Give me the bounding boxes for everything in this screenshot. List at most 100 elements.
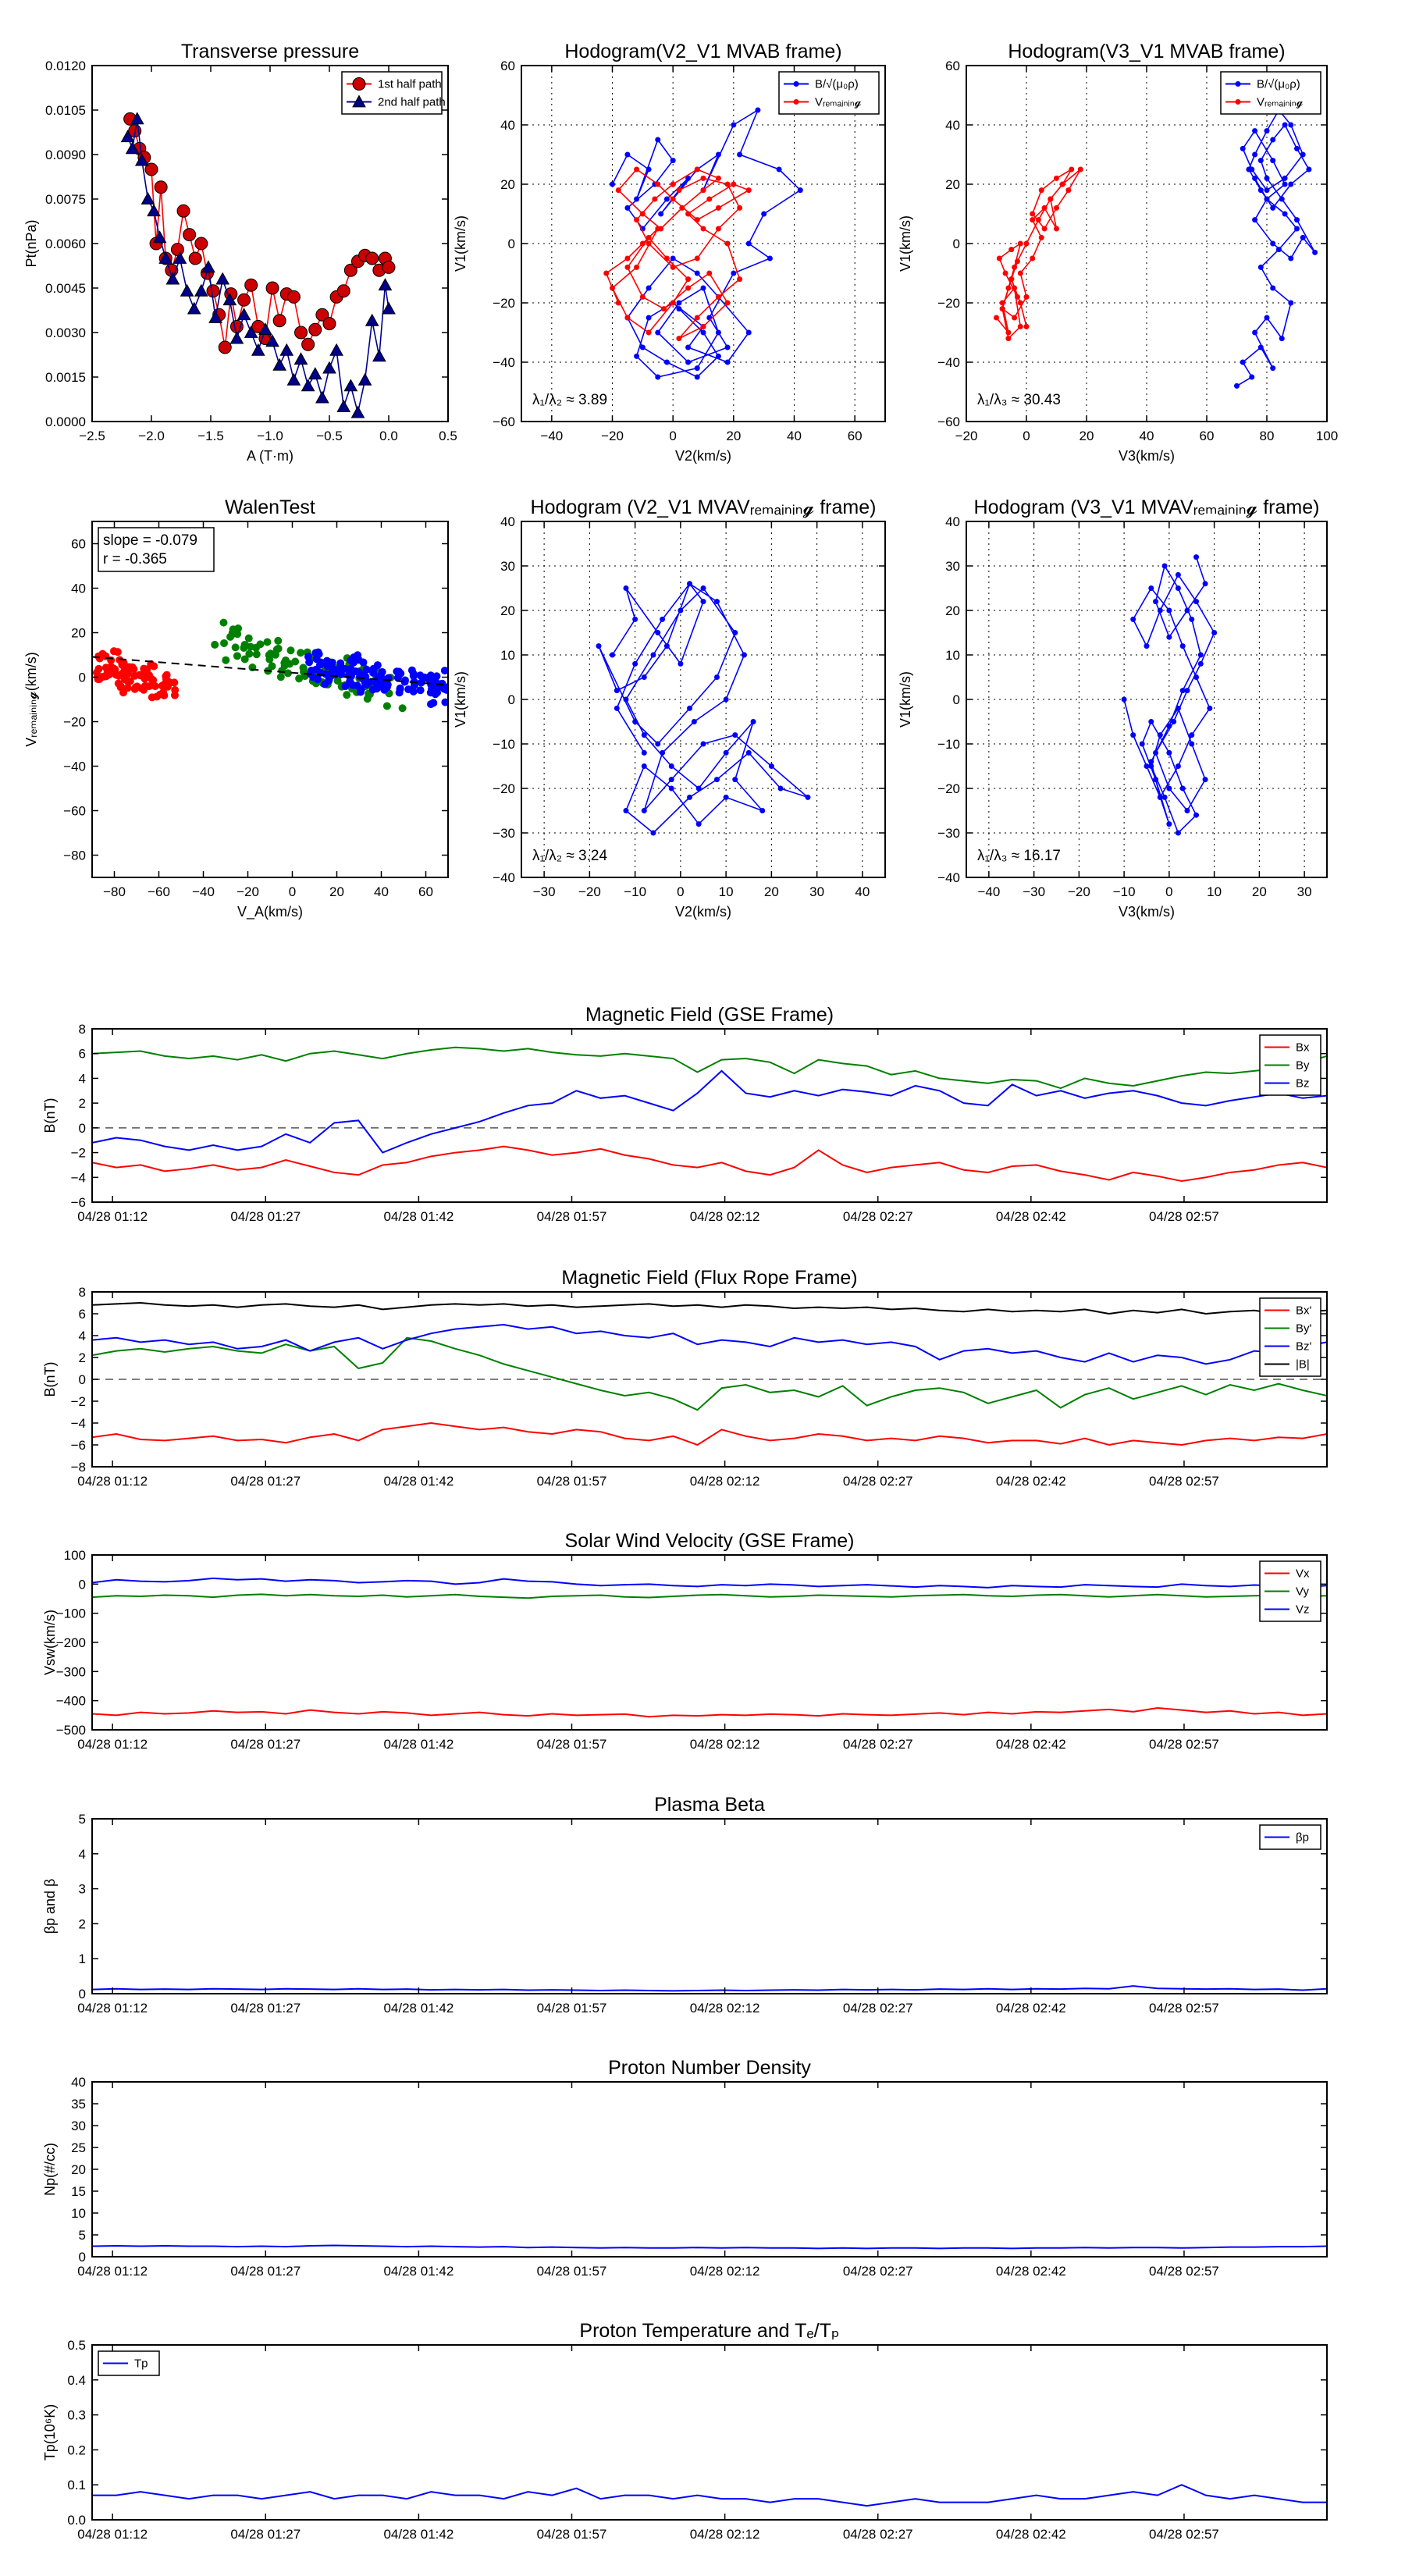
chart-magnetic-field-gse: Magnetic Field (GSE Frame) −6 −4 −2 0 2 4 6 8 04/… — [42, 1004, 1328, 1224]
series-line-1st-half-path — [129, 119, 389, 348]
x-tick-label: 40 — [1140, 429, 1154, 443]
data-marker — [154, 180, 168, 194]
data-marker — [615, 187, 621, 194]
data-marker — [1161, 563, 1168, 569]
data-marker — [272, 314, 286, 328]
legend-marker — [793, 81, 799, 87]
data-marker — [655, 181, 661, 187]
data-marker — [147, 204, 161, 217]
data-marker — [1202, 777, 1208, 783]
data-marker — [1279, 336, 1285, 342]
axes-frame — [91, 1818, 1328, 1994]
x-tick-label: 04/28 01:12 — [77, 1209, 148, 1224]
y-tick-label: 5 — [79, 2228, 86, 2243]
chart-title: Magnetic Field (Flux Rope Frame) — [561, 1267, 857, 1289]
x-tick-label: 0 — [677, 884, 684, 899]
series-line-v- — [605, 168, 751, 340]
data-marker — [1023, 240, 1030, 247]
data-marker — [641, 674, 647, 680]
data-marker — [130, 112, 144, 125]
data-marker — [1030, 217, 1036, 223]
y-tick-label: 0.0000 — [45, 415, 86, 429]
x-tick-label: 04/28 02:12 — [690, 1474, 760, 1489]
y-axis-label: V1(km/s) — [453, 215, 468, 272]
x-tick-label: 20 — [726, 429, 741, 443]
scatter-point — [211, 640, 219, 649]
data-marker — [685, 344, 692, 350]
series-line-bz — [92, 1069, 1327, 1154]
data-marker — [265, 281, 279, 295]
data-marker — [1257, 264, 1264, 270]
x-tick-label: 20 — [1080, 429, 1094, 443]
x-axis-label: V2(km/s) — [675, 448, 731, 464]
data-marker — [208, 310, 222, 323]
y-tick-label: 2 — [79, 1350, 86, 1365]
fit-line — [92, 656, 448, 686]
plot-area — [92, 2244, 1327, 2250]
data-marker — [1279, 196, 1285, 202]
data-marker — [700, 741, 706, 747]
scatter-point — [398, 704, 407, 713]
x-tick-label: 04/28 01:42 — [383, 1737, 454, 1752]
data-marker — [365, 313, 379, 326]
data-marker — [737, 205, 743, 211]
data-marker — [694, 255, 700, 262]
scatter-point — [119, 688, 127, 697]
y-tick-label: −6 — [71, 1195, 86, 1210]
data-marker — [322, 361, 336, 374]
data-marker — [715, 175, 721, 181]
y-tick-label: −60 — [63, 804, 86, 819]
plot-area — [994, 107, 1318, 389]
x-tick-label: 30 — [809, 884, 824, 899]
data-marker — [1264, 175, 1270, 181]
data-marker — [700, 226, 706, 232]
scatter-point — [125, 663, 133, 671]
x-tick-label: 10 — [1207, 884, 1222, 899]
scatter-point — [325, 660, 334, 669]
scatter-point — [283, 669, 292, 678]
data-marker — [741, 652, 747, 658]
legend-label: Tp — [134, 2357, 148, 2371]
x-tick-label: −10 — [1113, 884, 1136, 899]
x-tick-label: 04/28 01:27 — [230, 1209, 301, 1224]
y-tick-label: 0 — [508, 237, 515, 251]
data-marker — [183, 228, 197, 242]
chart-hodogram-v2-v1-mvab: Hodogram(V2_V1 MVAB frame) −60 −40 −20 0 20 40… — [453, 41, 886, 464]
y-axis-label: B(nT) — [42, 1362, 58, 1397]
scatter-point — [357, 685, 365, 694]
y-tick-label: 0.0045 — [45, 281, 86, 296]
data-marker — [206, 284, 220, 298]
scatter-point — [119, 667, 128, 676]
data-marker — [694, 217, 700, 223]
data-marker — [676, 300, 682, 306]
scatter-point — [322, 670, 330, 678]
data-marker — [1197, 652, 1204, 658]
data-marker — [761, 211, 767, 217]
data-marker — [308, 367, 322, 380]
scatter-point — [113, 648, 122, 656]
x-tick-label: 04/28 01:42 — [383, 2527, 454, 2542]
data-marker — [663, 359, 670, 365]
y-tick-label: 0 — [79, 1577, 86, 1592]
data-marker — [994, 315, 999, 321]
y-tick-label: −40 — [493, 355, 515, 370]
y-tick-label: −8 — [71, 1460, 86, 1475]
scatter-point — [373, 682, 382, 691]
data-marker — [350, 405, 365, 418]
x-tick-label: 04/28 01:42 — [383, 1474, 454, 1489]
x-tick-label: 04/28 01:57 — [537, 2001, 607, 2016]
data-marker — [723, 794, 729, 800]
axes-frame — [91, 65, 449, 422]
y-tick-label: 0.0120 — [45, 59, 86, 73]
y-tick-label: −20 — [493, 781, 515, 796]
y-tick-label: 30 — [945, 559, 960, 574]
scatter-point — [286, 646, 295, 655]
data-marker — [1175, 763, 1181, 769]
data-marker — [715, 205, 721, 211]
y-axis-label: V1(km/s) — [898, 215, 913, 272]
y-tick-label: 0.4 — [67, 2373, 86, 2388]
data-marker — [624, 205, 631, 211]
data-marker — [170, 243, 184, 257]
y-tick-label: 0 — [79, 1121, 86, 1136]
data-marker — [293, 352, 308, 365]
